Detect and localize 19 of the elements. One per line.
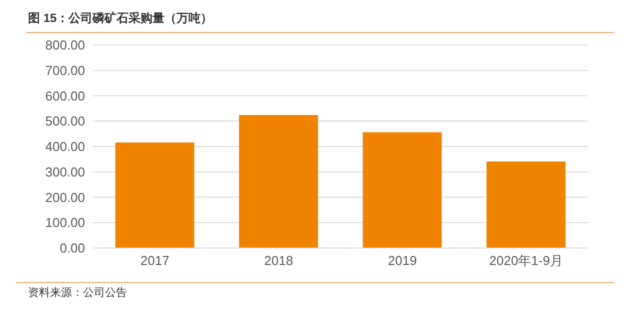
- y-tick-label: 0.00: [60, 240, 85, 256]
- x-tick-label: 2017: [140, 253, 170, 268]
- y-tick-label: 600.00: [45, 88, 85, 104]
- text: 资料来源：公司公告: [27, 286, 128, 300]
- y-tick-label: 200.00: [45, 190, 85, 205]
- y-tick-label: 500.00: [45, 114, 85, 129]
- y-tick-label: 700.00: [45, 62, 85, 78]
- bar: [115, 142, 194, 248]
- y-tick-label: 100.00: [45, 215, 85, 230]
- x-tick-label: 2018: [264, 253, 294, 268]
- chart-title: 图 15：公司磷矿石采购量（万吨）: [27, 10, 214, 27]
- y-tick-label: 300.00: [45, 164, 85, 180]
- bar: [239, 115, 318, 248]
- bar: [362, 132, 442, 248]
- x-tick-label: 2020年1-9月: [489, 253, 563, 268]
- x-tick-label: 2019: [388, 253, 417, 268]
- y-tick-label: 400.00: [45, 139, 85, 154]
- bar: [486, 161, 566, 248]
- y-tick-label: 800.00: [45, 38, 85, 53]
